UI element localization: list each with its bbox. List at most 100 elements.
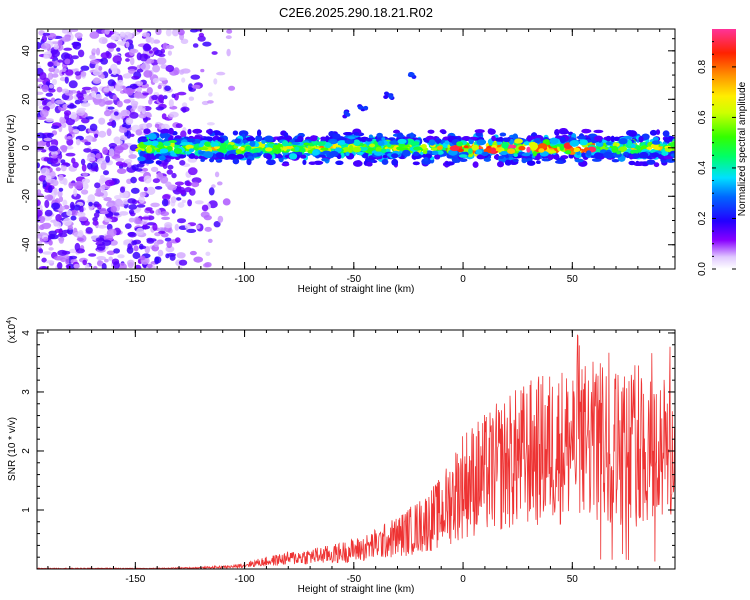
heatmap-cell xyxy=(156,57,167,65)
heatmap-cell xyxy=(174,223,179,231)
heatmap-cell xyxy=(605,141,613,146)
heatmap-cell xyxy=(628,130,637,137)
heatmap-cell xyxy=(148,238,157,242)
heatmap-cell xyxy=(368,134,373,139)
heatmap-cell xyxy=(302,159,307,165)
heatmap-cell xyxy=(37,162,40,169)
heatmap-cell xyxy=(204,262,212,268)
heatmap-cell xyxy=(165,181,172,188)
heatmap-cell xyxy=(62,178,68,186)
heatmap-cell xyxy=(187,199,193,207)
heatmap-cell xyxy=(194,200,204,205)
heatmap-cell xyxy=(211,51,218,55)
heatmap-cell xyxy=(158,227,166,233)
heatmap-cell xyxy=(118,262,127,269)
heatmap-cell xyxy=(92,70,103,76)
heatmap-cell xyxy=(138,113,147,119)
heatmap-cell xyxy=(324,142,332,149)
heatmap-cell xyxy=(494,137,505,142)
heatmap-cell xyxy=(85,116,94,120)
heatmap-cell xyxy=(94,133,99,138)
heatmap-cell xyxy=(103,170,109,176)
heatmap-cell xyxy=(343,110,349,115)
heatmap-cell xyxy=(120,109,131,117)
heatmap-cell xyxy=(293,146,300,151)
heatmap-cell xyxy=(142,32,151,38)
heatmap-cell xyxy=(646,146,652,150)
heatmap-cell xyxy=(130,48,139,54)
heatmap-cell xyxy=(159,148,169,154)
heatmap-cell xyxy=(131,240,138,246)
heatmap-cell xyxy=(487,128,496,135)
heatmap-cell xyxy=(166,169,173,175)
heatmap-cell xyxy=(59,145,68,151)
heatmap-cell xyxy=(175,186,186,193)
heatmap-cell xyxy=(369,143,376,148)
heatmap-cell xyxy=(105,202,114,208)
heatmap-cell xyxy=(365,138,373,142)
heatmap-cell xyxy=(266,159,276,166)
heatmap-cell xyxy=(76,211,86,217)
heatmap-cell xyxy=(188,167,198,176)
heatmap-cell xyxy=(114,198,124,207)
heatmap-cell xyxy=(60,257,67,263)
heatmap-cell xyxy=(107,121,116,126)
heatmap-cell xyxy=(104,100,113,106)
heatmap-cell xyxy=(139,150,145,157)
heatmap-cell xyxy=(186,138,196,143)
heatmap-cell xyxy=(320,136,327,141)
heatmap-cell xyxy=(664,137,670,143)
x-tick-label: 50 xyxy=(567,574,579,585)
colorbar-tick-label: 0.4 xyxy=(697,161,708,175)
heatmap-cell xyxy=(468,138,474,145)
heatmap-cell xyxy=(204,226,212,232)
heatmap-cell xyxy=(127,262,134,269)
x-tick-label: -150 xyxy=(125,574,145,585)
heatmap-cell xyxy=(48,145,59,152)
heatmap-cell xyxy=(117,254,125,259)
heatmap-cell xyxy=(507,144,514,149)
heatmap-cell xyxy=(576,150,581,156)
heatmap-cell xyxy=(143,175,152,184)
heatmap-cell xyxy=(97,224,107,229)
heatmap-cell xyxy=(635,145,641,150)
heatmap-cell xyxy=(72,41,78,49)
heatmap-cell xyxy=(164,85,172,92)
heatmap-cell xyxy=(83,220,90,226)
snr-line-series xyxy=(37,334,675,569)
heatmap-cell xyxy=(38,175,47,182)
heatmap-cell xyxy=(616,151,621,155)
heatmap-cell xyxy=(165,29,172,37)
heatmap-cell xyxy=(618,138,628,145)
heatmap-cell xyxy=(144,45,152,51)
heatmap-cell xyxy=(173,67,180,76)
heatmap-cell xyxy=(153,241,159,248)
heatmap-cell xyxy=(55,99,65,105)
heatmap-cell xyxy=(348,144,354,151)
snr-x-axis-label: Height of straight line (km) xyxy=(298,584,415,595)
heatmap-cell xyxy=(80,71,87,77)
heatmap-cell xyxy=(113,136,120,145)
heatmap-cell xyxy=(135,217,142,224)
heatmap-cell xyxy=(565,150,572,155)
heatmap-cell xyxy=(300,154,307,159)
colorbar-ticks: 0.0 0.2 0.4 0.6 0.8 xyxy=(697,41,736,276)
heatmap-cell xyxy=(61,29,69,34)
heatmap-cell xyxy=(352,146,362,153)
heatmap-cell xyxy=(140,62,151,71)
heatmap-cell xyxy=(45,92,53,97)
heatmap-cell xyxy=(168,140,177,143)
heatmap-cell xyxy=(548,154,554,160)
heatmap-cell xyxy=(41,42,50,50)
heatmap-cell xyxy=(48,67,56,73)
heatmap-cell xyxy=(50,49,60,58)
heatmap-cell xyxy=(48,84,54,89)
heatmap-cell xyxy=(92,77,102,84)
heatmap-cell xyxy=(81,164,87,172)
heatmap-cell xyxy=(88,201,93,207)
heatmap-cell xyxy=(141,92,149,96)
heatmap-cell xyxy=(362,152,370,159)
heatmap-cell xyxy=(534,137,542,144)
heatmap-cell xyxy=(353,139,361,146)
heatmap-cell xyxy=(80,158,86,166)
